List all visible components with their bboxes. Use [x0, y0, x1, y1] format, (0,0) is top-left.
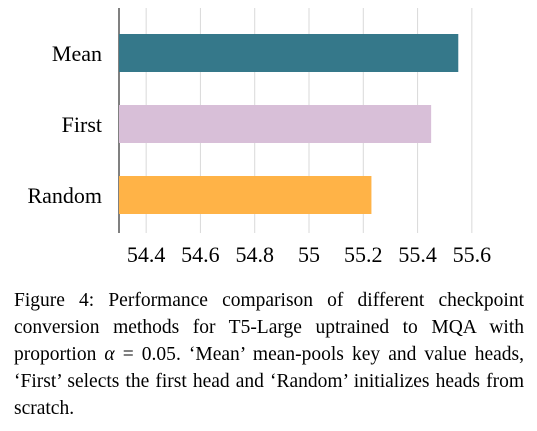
category-label-random: Random	[27, 183, 102, 208]
category-label-first: First	[62, 112, 102, 137]
figure-caption: Figure 4: Performance comparison of diff…	[14, 287, 524, 422]
bars	[119, 34, 459, 214]
caption-alpha-symbol: α	[104, 344, 115, 365]
x-tick-label: 54.4	[127, 242, 166, 267]
caption-label: Figure 4: Performance comparison of diff…	[14, 290, 524, 365]
x-tick-labels: 54.4 54.6 54.8 55 55.2 55.4 55.6	[127, 242, 491, 267]
x-tick-label: 55.6	[453, 242, 492, 267]
caption-equals: = 0.05	[114, 344, 176, 365]
bar-first	[119, 105, 432, 143]
bar-random	[119, 176, 372, 214]
caption-rest: . ‘Mean’ mean-pools key and value heads,…	[14, 344, 524, 419]
category-labels: Mean First Random	[27, 41, 102, 208]
bar-mean	[119, 34, 459, 72]
category-label-mean: Mean	[52, 41, 102, 66]
x-tick-label: 55	[298, 242, 320, 267]
x-tick-label: 55.2	[344, 242, 383, 267]
bar-chart: Mean First Random 54.4 54.6 54.8 55 55.2 55.4 55…	[27, 8, 491, 267]
x-tick-label: 54.8	[235, 242, 274, 267]
x-tick-label: 55.4	[398, 242, 437, 267]
x-tick-label: 54.6	[181, 242, 220, 267]
